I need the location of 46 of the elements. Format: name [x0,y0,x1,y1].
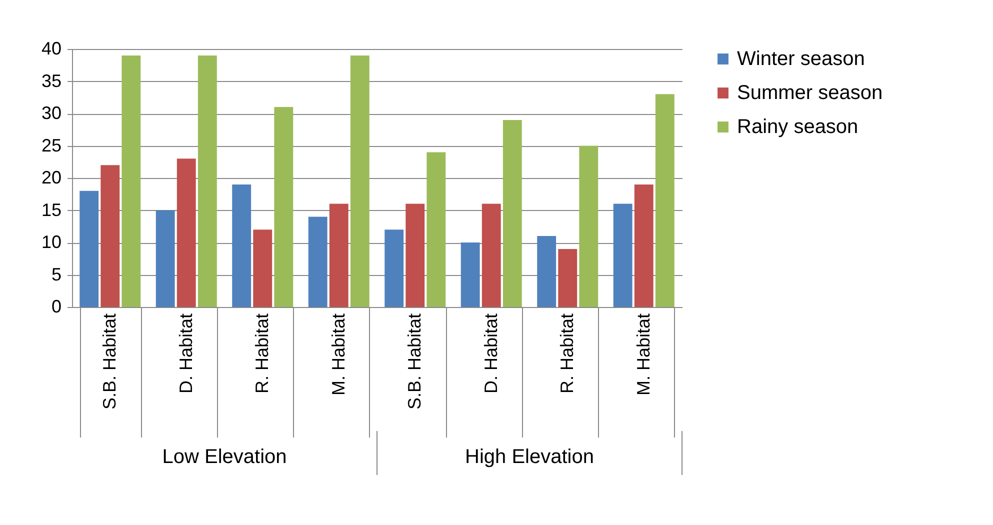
bar [253,230,272,307]
x-tick-label: M. Habitat [633,314,654,396]
bar [308,216,328,307]
bar [482,204,501,307]
bar [537,236,556,307]
bar [156,210,175,307]
x-tick-label: R. Habitat [252,314,272,394]
bar [100,165,120,307]
bar [350,55,370,307]
x-tick-label: R. Habitat [557,314,578,394]
bar [426,152,446,307]
legend-label: Summer season [737,82,883,104]
bar [176,158,196,307]
bar [198,55,217,307]
y-tick-label: 25 [41,135,62,156]
x-tick-label: S.B. Habitat [100,314,120,410]
y-tick-label: 20 [41,168,62,188]
y-tick-label: 5 [51,264,62,284]
y-tick-label: 40 [41,38,62,58]
bar [329,204,348,307]
text: High Elevation [465,446,594,468]
legend-label: Winter season [737,48,865,70]
y-tick-label: 15 [41,200,62,220]
legend-label: Rainy season [737,116,858,138]
y-tick-label: 30 [41,103,62,123]
x-tick-label: D. Habitat [480,314,501,394]
bar [80,190,99,307]
bar [634,184,654,307]
x-tick-label: S.B. Habitat [404,314,425,410]
bar [274,107,294,307]
bar [558,248,578,307]
bar [579,146,598,307]
text: Low Elevation [162,446,287,468]
bar [502,120,522,307]
x-tick-label: D. Habitat [176,314,196,394]
y-tick-label: 0 [51,296,62,316]
y-tick-label: 10 [41,232,62,252]
bar [384,230,404,307]
bar [232,184,252,307]
bar [122,55,141,307]
x-tick-label: M. Habitat [328,314,348,396]
bar [613,204,632,307]
bar [406,204,425,307]
bar [655,94,674,307]
bar [460,242,480,307]
y-tick-label: 35 [41,70,62,91]
